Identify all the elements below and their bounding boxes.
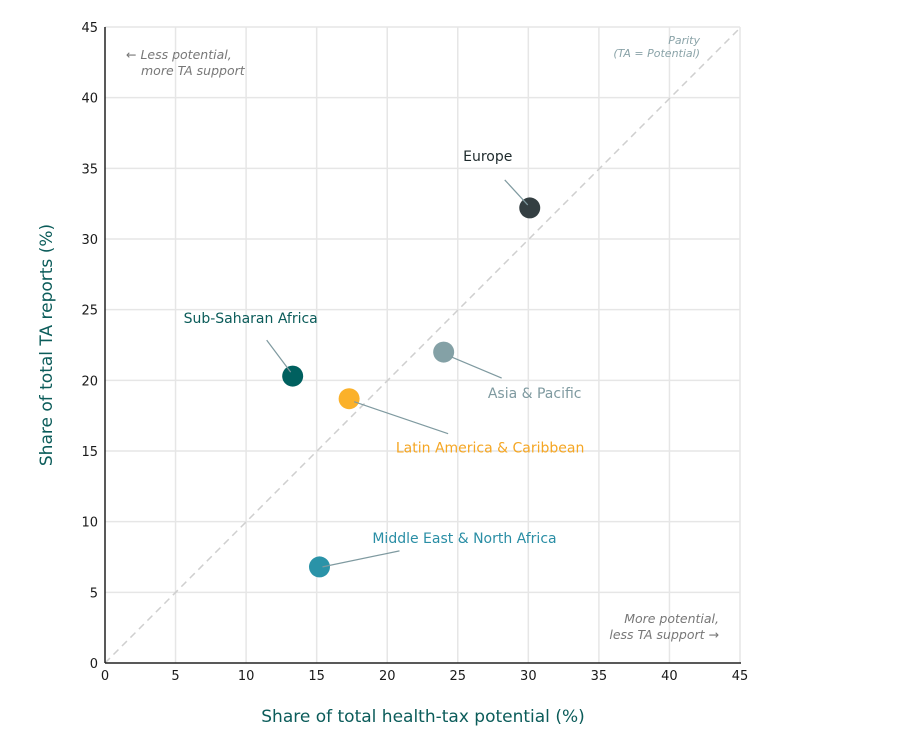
points: Europe Asia & Pacific Sub-Saharan Africa La… (184, 149, 585, 578)
grid (105, 26, 741, 663)
point-group: Sub-Saharan Africa (184, 311, 318, 387)
y-tick-label: 35 (81, 162, 98, 177)
data-point[interactable] (338, 388, 360, 410)
x-tick-label: 35 (591, 669, 608, 684)
annotation-top-left-1: ← Less potential, (126, 47, 232, 62)
x-tick-label: 15 (308, 669, 325, 684)
y-tick-label: 20 (81, 374, 98, 389)
x-tick-label: 5 (171, 669, 179, 684)
point-group: Europe (463, 149, 541, 219)
annotation-bottom-right-1: More potential, (624, 611, 719, 626)
x-tick-label: 10 (238, 669, 255, 684)
parity-label-2: (TA = Potential) (613, 47, 700, 60)
point-group: Latin America & Caribbean (338, 388, 585, 457)
y-tick-label: 40 (81, 92, 98, 107)
point-group: Middle East & North Africa (308, 531, 557, 578)
x-tick-label: 45 (732, 669, 749, 684)
data-label: Europe (463, 149, 512, 165)
data-point[interactable] (308, 556, 330, 578)
leader-line (322, 550, 400, 568)
data-point[interactable] (433, 341, 455, 363)
y-tick-label: 10 (81, 516, 98, 531)
y-tick-label: 15 (81, 445, 98, 460)
tick-labels: 0 5 10 15 20 25 30 35 40 45 0 5 10 15 20 25 30 35 40 45 (81, 21, 748, 684)
leader-line (353, 401, 449, 435)
parity-label-1: Parity (668, 34, 700, 47)
x-tick-label: 30 (520, 669, 537, 684)
point-group: Asia & Pacific (433, 341, 582, 402)
y-tick-label: 25 (81, 304, 98, 319)
data-label: Sub-Saharan Africa (184, 311, 318, 327)
leader-line (504, 179, 529, 206)
x-tick-label: 40 (661, 669, 678, 684)
data-label: Latin America & Caribbean (396, 441, 585, 457)
leader-line (266, 339, 292, 373)
leader-line (451, 356, 502, 379)
data-label: Middle East & North Africa (372, 531, 556, 547)
data-point[interactable] (282, 365, 304, 387)
y-axis-title: Share of total TA reports (%) (37, 224, 57, 466)
x-axis-title: Share of total health-tax potential (%) (261, 707, 584, 727)
parity-line (104, 27, 741, 664)
annotation-bottom-right-2: less TA support → (609, 627, 719, 642)
x-tick-label: 0 (101, 669, 109, 684)
x-tick-label: 20 (379, 669, 396, 684)
y-tick-label: 0 (90, 657, 98, 672)
annotation-top-left-2: more TA support (141, 63, 246, 78)
data-label: Asia & Pacific (488, 386, 582, 402)
y-tick-label: 30 (81, 233, 98, 248)
data-point[interactable] (519, 197, 541, 219)
y-tick-label: 45 (81, 21, 98, 36)
y-tick-label: 5 (90, 586, 98, 601)
x-tick-label: 25 (450, 669, 467, 684)
